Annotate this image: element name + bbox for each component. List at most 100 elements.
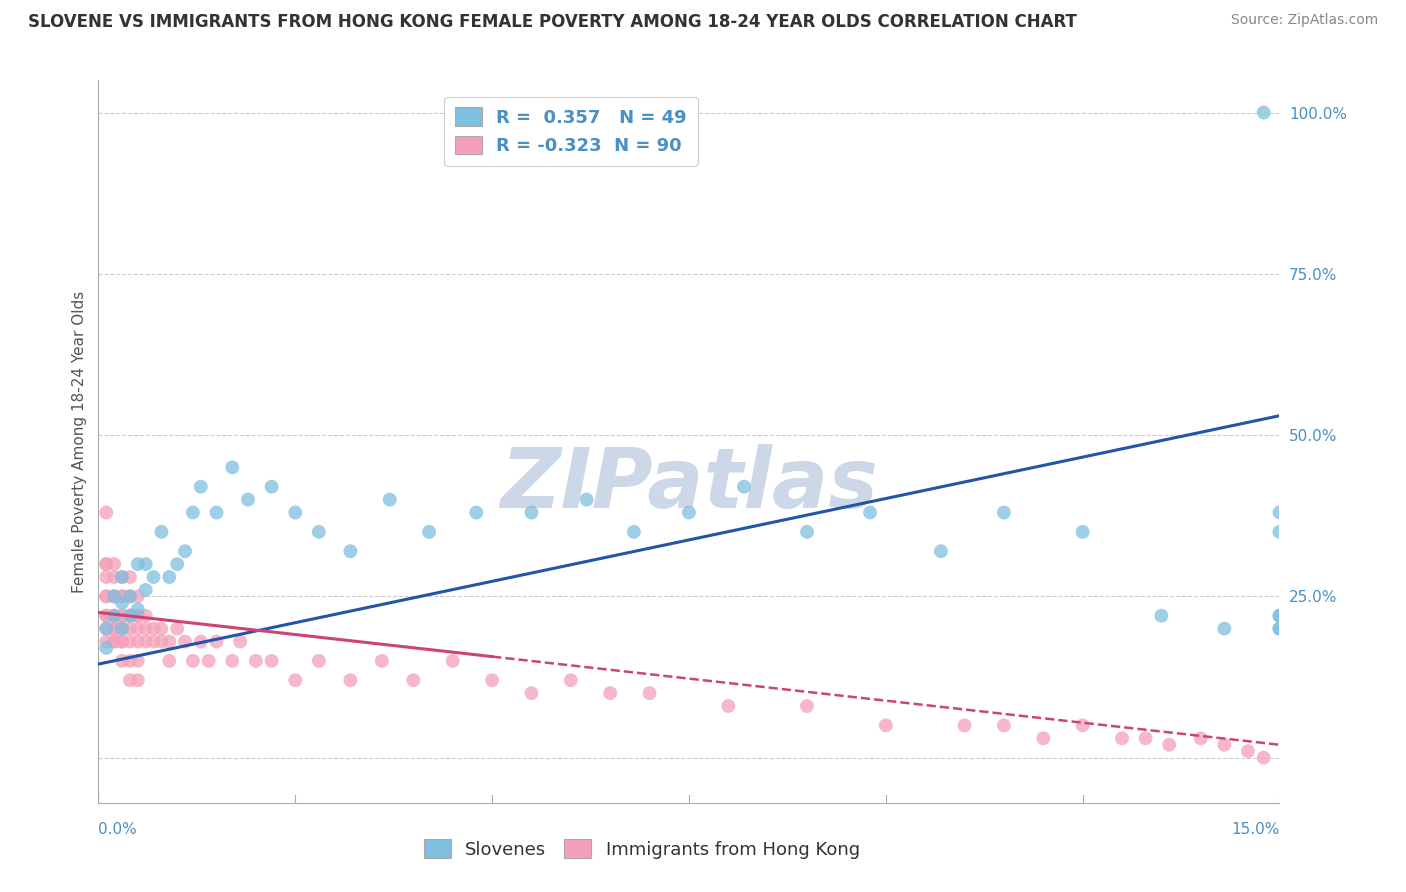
Point [111, 570, 134, 584]
Point [1071, 524, 1094, 539]
Point [96, 622, 118, 636]
Point [103, 634, 125, 648]
Point [993, 506, 1015, 520]
Point [1253, 105, 1275, 120]
Point [111, 622, 134, 636]
Point [1150, 608, 1173, 623]
Point [127, 654, 149, 668]
Point [111, 590, 134, 604]
Point [111, 634, 134, 648]
Point [96, 634, 118, 648]
Point [465, 506, 488, 520]
Point [111, 622, 134, 636]
Point [378, 492, 401, 507]
Point [1159, 738, 1181, 752]
Point [371, 654, 394, 668]
Point [111, 634, 134, 648]
Point [733, 480, 755, 494]
Point [181, 654, 204, 668]
Point [1268, 524, 1291, 539]
Point [1268, 622, 1291, 636]
Point [953, 718, 976, 732]
Point [157, 570, 180, 584]
Point [96, 622, 118, 636]
Point [481, 673, 503, 688]
Point [142, 634, 165, 648]
Point [135, 582, 157, 597]
Point [339, 673, 361, 688]
Point [118, 608, 141, 623]
Text: 0.0%: 0.0% [98, 822, 138, 838]
Point [260, 480, 283, 494]
Point [135, 634, 157, 648]
Point [1071, 718, 1094, 732]
Point [181, 506, 204, 520]
Point [127, 590, 149, 604]
Point [859, 506, 882, 520]
Point [520, 686, 543, 700]
Point [1237, 744, 1260, 758]
Point [96, 640, 118, 655]
Point [103, 622, 125, 636]
Point [245, 654, 267, 668]
Point [638, 686, 661, 700]
Text: Source: ZipAtlas.com: Source: ZipAtlas.com [1230, 13, 1378, 28]
Point [157, 654, 180, 668]
Point [150, 622, 173, 636]
Point [205, 506, 228, 520]
Point [135, 557, 157, 571]
Point [111, 596, 134, 610]
Point [623, 524, 645, 539]
Point [150, 524, 173, 539]
Point [441, 654, 464, 668]
Point [135, 622, 157, 636]
Point [1111, 731, 1133, 746]
Legend: Slovenes, Immigrants from Hong Kong: Slovenes, Immigrants from Hong Kong [416, 832, 868, 866]
Point [1135, 731, 1157, 746]
Point [127, 673, 149, 688]
Point [103, 557, 125, 571]
Point [96, 557, 118, 571]
Point [174, 544, 197, 558]
Point [103, 622, 125, 636]
Point [118, 590, 141, 604]
Point [1189, 731, 1212, 746]
Point [1032, 731, 1054, 746]
Point [205, 634, 228, 648]
Point [103, 608, 125, 623]
Point [103, 608, 125, 623]
Point [118, 590, 141, 604]
Point [118, 622, 141, 636]
Point [993, 718, 1015, 732]
Y-axis label: Female Poverty Among 18-24 Year Olds: Female Poverty Among 18-24 Year Olds [72, 291, 87, 592]
Point [127, 557, 149, 571]
Point [127, 634, 149, 648]
Point [111, 654, 134, 668]
Point [111, 608, 134, 623]
Text: ZIPatlas: ZIPatlas [501, 444, 877, 525]
Point [96, 608, 118, 623]
Point [190, 634, 212, 648]
Point [260, 654, 283, 668]
Point [111, 622, 134, 636]
Point [103, 570, 125, 584]
Point [560, 673, 582, 688]
Point [103, 590, 125, 604]
Point [96, 590, 118, 604]
Point [118, 608, 141, 623]
Point [127, 608, 149, 623]
Point [174, 634, 197, 648]
Point [111, 590, 134, 604]
Point [118, 590, 141, 604]
Point [717, 699, 740, 714]
Point [1213, 622, 1236, 636]
Point [1253, 750, 1275, 764]
Point [118, 654, 141, 668]
Point [96, 608, 118, 623]
Point [118, 673, 141, 688]
Point [96, 590, 118, 604]
Point [135, 608, 157, 623]
Point [1268, 608, 1291, 623]
Point [118, 570, 141, 584]
Point [1268, 506, 1291, 520]
